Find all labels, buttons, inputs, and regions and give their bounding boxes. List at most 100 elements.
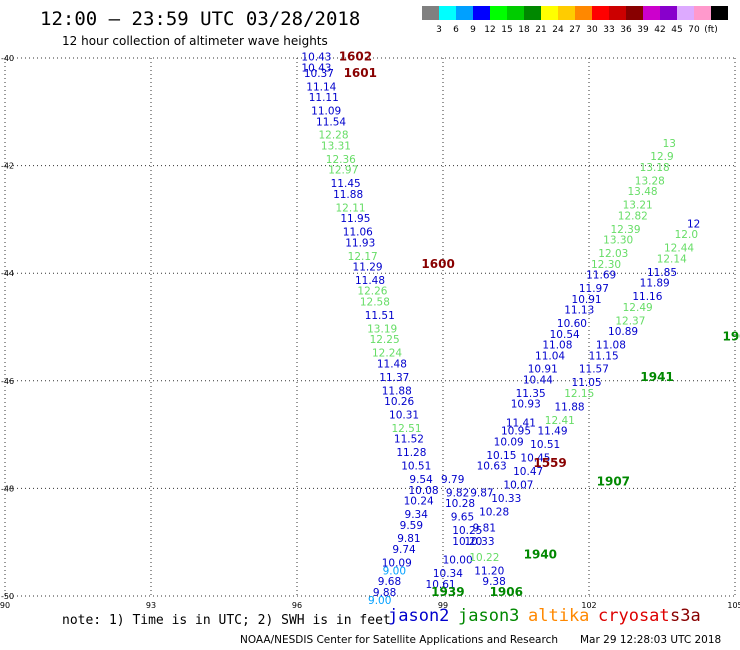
wave-height-label: 13.31 — [321, 140, 351, 152]
wave-height-label: 10.08 — [409, 485, 439, 497]
scale-swatch — [626, 6, 643, 20]
pass-time-label: 1601 — [344, 66, 377, 80]
wave-height-label: 13.21 — [623, 200, 653, 212]
wave-height-label: 11.41 — [506, 418, 536, 430]
wave-height-label: 9.81 — [473, 522, 496, 534]
scale-label: 6 — [453, 25, 459, 35]
wave-height-label: 10.43 — [301, 62, 331, 74]
y-tick-label: -46 — [1, 377, 14, 386]
wave-height-label: 9.38 — [482, 576, 505, 588]
wave-height-label: 10.33 — [491, 493, 521, 505]
wave-height-label: 12.03 — [598, 248, 628, 260]
wave-height-label: 12.39 — [610, 224, 640, 236]
y-tick-label: -42 — [1, 162, 14, 171]
scale-swatch — [660, 6, 677, 20]
pass-time-label: 1940 — [524, 547, 557, 561]
scale-swatch — [422, 6, 439, 20]
wave-height-label: 11.14 — [306, 81, 336, 93]
wave-height-label: 10.34 — [433, 568, 463, 580]
wave-height-label: 13.28 — [635, 175, 665, 187]
wave-height-label: 12.26 — [357, 286, 387, 298]
wave-height-label: 10.33 — [464, 536, 494, 548]
x-tick-label: 99 — [438, 601, 448, 610]
wave-height-label: 10.91 — [528, 364, 558, 376]
wave-height-label: 11.08 — [542, 340, 572, 352]
wave-height-label: 12.28 — [318, 130, 348, 142]
wave-height-label: 11.93 — [345, 237, 375, 249]
wave-height-label: 13.30 — [603, 235, 633, 247]
scale-swatch — [643, 6, 660, 20]
wave-height-label: 12.24 — [372, 348, 402, 360]
y-tick-label: -40 — [1, 54, 14, 63]
scale-label: 15 — [501, 25, 512, 35]
mission-s3a: s3a — [670, 606, 701, 626]
wave-height-label: 10.60 — [557, 318, 587, 330]
wave-height-label: 9.34 — [405, 509, 429, 521]
y-tick-label: -44 — [1, 269, 14, 278]
wave-height-label: 12.14 — [657, 253, 687, 265]
x-tick-label: 96 — [292, 601, 302, 610]
scale-swatch — [677, 6, 694, 20]
x-tick-label: 105 — [727, 601, 740, 610]
scale-label: 39 — [637, 25, 649, 35]
wave-height-label: 12.15 — [564, 388, 594, 400]
pass-time-label: 1602 — [339, 50, 372, 64]
wave-height-label: 12.51 — [391, 423, 421, 435]
scale-swatch — [490, 6, 507, 20]
wave-height-label: 9.54 — [409, 474, 433, 486]
wave-height-label: 10.61 — [426, 579, 456, 591]
wave-height-label: 11.85 — [647, 267, 677, 279]
wave-height-label: 11.08 — [596, 340, 626, 352]
chart-subtitle: 12 hour collection of altimeter wave hei… — [62, 34, 328, 48]
wave-height-label: 12.44 — [664, 243, 694, 255]
scale-swatch — [609, 6, 626, 20]
wave-height-label: 12.0 — [675, 229, 698, 241]
wave-height-label: 10.51 — [530, 439, 560, 451]
wave-height-label: 10.54 — [550, 329, 580, 341]
wave-height-label: 11.35 — [516, 388, 546, 400]
scale-label: (ft) — [704, 25, 718, 35]
wave-height-label: 10.28 — [445, 498, 475, 510]
generated-time: Mar 29 12:28:03 UTC 2018 — [580, 634, 722, 646]
wave-height-label: 9.68 — [378, 576, 401, 588]
wave-height-label: 12.97 — [328, 165, 358, 177]
wave-height-label: 11.88 — [333, 189, 363, 201]
wave-height-label: 12.25 — [370, 334, 400, 346]
scale-swatch — [507, 6, 524, 20]
wave-height-label: 13 — [663, 138, 676, 150]
wave-height-label: 11.49 — [537, 426, 567, 438]
wave-height-label: 12.82 — [618, 210, 648, 222]
wave-height-label: 11.97 — [579, 283, 609, 295]
wave-height-label: 9.74 — [392, 544, 416, 556]
scale-label: 24 — [552, 25, 564, 35]
wave-height-label: 10.37 — [304, 68, 334, 80]
wave-height-label: 11.51 — [365, 310, 395, 322]
wave-height-label: 12.17 — [348, 251, 378, 263]
wave-height-label: 11.09 — [311, 105, 341, 117]
wave-height-label: 11.88 — [555, 401, 585, 413]
wave-height-label: 10.43 — [301, 52, 331, 64]
footnote: note: 1) Time is in UTC; 2) SWH is in fe… — [62, 613, 391, 628]
x-tick-label: 93 — [146, 601, 156, 610]
wave-height-label: 11.15 — [589, 350, 619, 362]
scale-swatch — [575, 6, 592, 20]
scale-label: 18 — [518, 25, 530, 35]
chart-title: 12:00 – 23:59 UTC 03/28/2018 — [40, 8, 361, 30]
wave-height-label: 11.88 — [382, 385, 412, 397]
wave-height-label: 13.19 — [367, 323, 397, 335]
wave-height-label: 11.37 — [379, 372, 409, 384]
wave-height-label: 11.28 — [396, 447, 426, 459]
wave-height-label: 11.29 — [353, 262, 383, 274]
wave-height-label: 10.95 — [501, 426, 531, 438]
wave-height-label: 12.37 — [615, 315, 645, 327]
wave-height-label: 12.9 — [650, 151, 673, 163]
pass-time-label: 1941 — [640, 370, 673, 384]
wave-height-label: 13.18 — [640, 162, 670, 174]
wave-height-label: 10.51 — [401, 461, 431, 473]
wave-height-label: 10.24 — [404, 496, 434, 508]
scale-label: 27 — [569, 25, 580, 35]
pass-time-label: 1907 — [597, 475, 630, 489]
scale-swatch — [524, 6, 541, 20]
scale-label: 30 — [586, 25, 598, 35]
